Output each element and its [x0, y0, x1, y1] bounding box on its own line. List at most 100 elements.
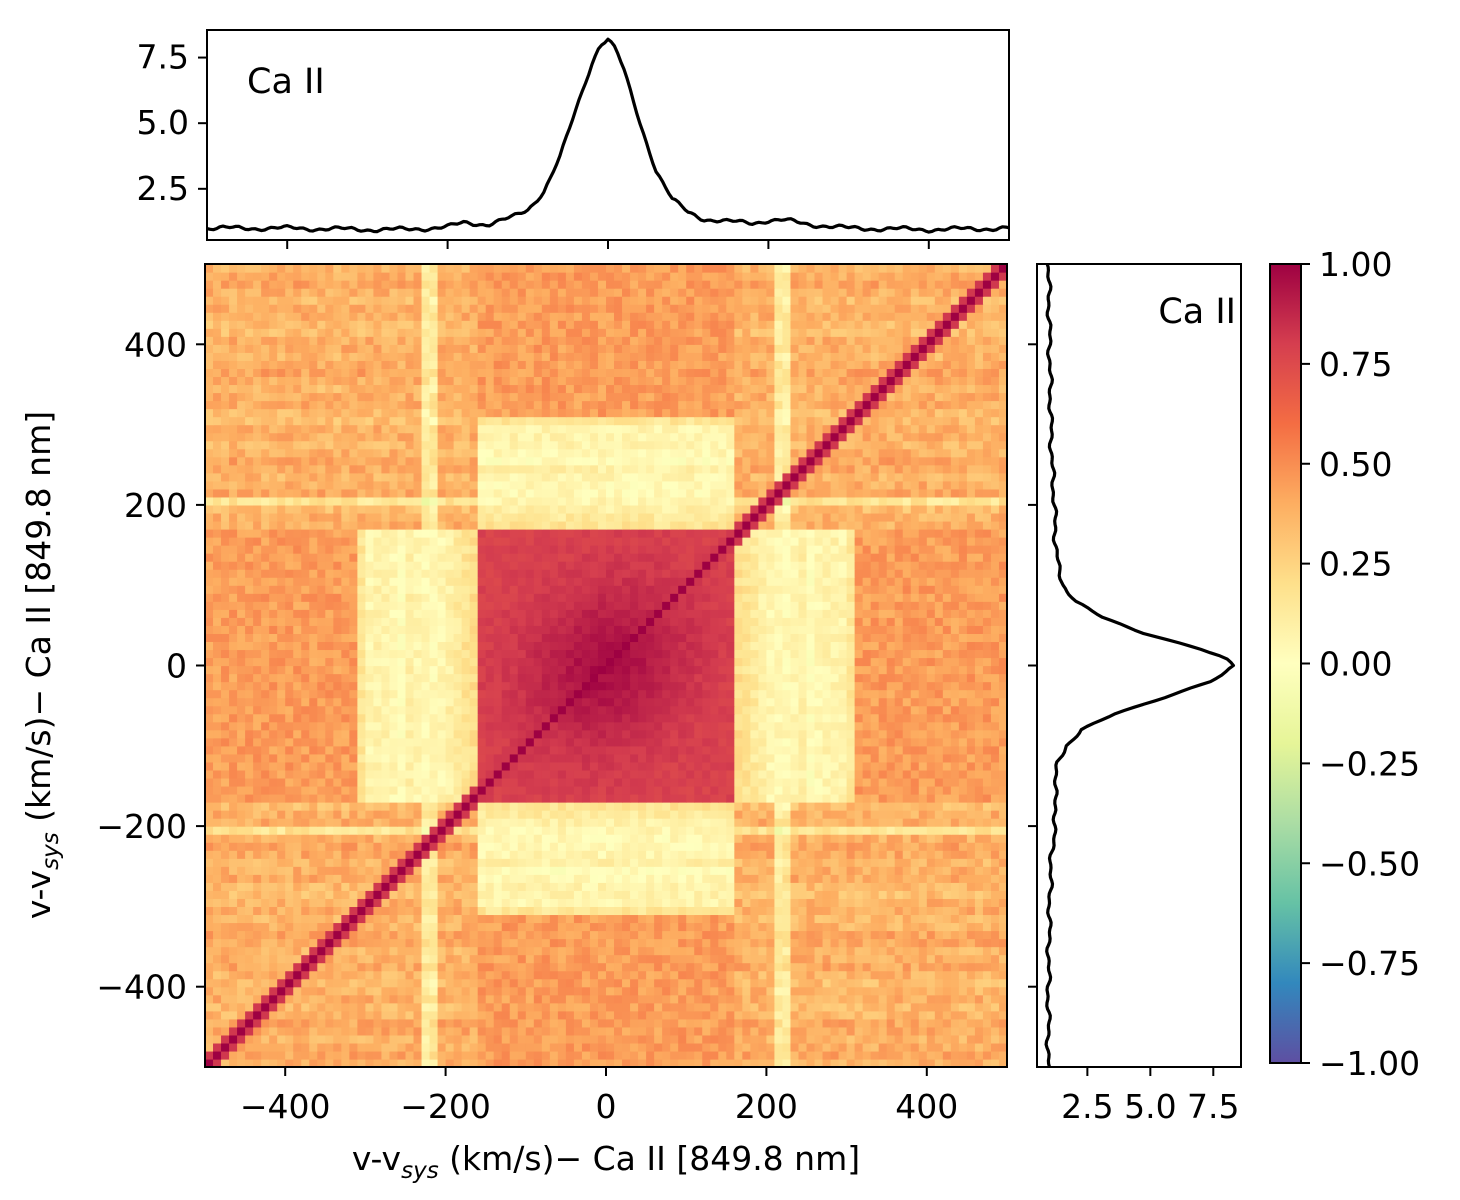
heatmap-cell: [389, 882, 399, 891]
heatmap-cell: [365, 713, 375, 723]
heatmap-cell: [397, 802, 407, 811]
heatmap-cell: [533, 954, 543, 964]
heatmap-cell: [758, 761, 767, 771]
heatmap-cell: [942, 1042, 952, 1052]
heatmap-cell: [950, 938, 960, 948]
heatmap-cell: [389, 834, 399, 843]
heatmap-cell: [830, 697, 840, 707]
heatmap-cell: [654, 753, 663, 763]
heatmap-cell: [974, 986, 984, 996]
heatmap-cell: [437, 954, 447, 964]
heatmap-cell: [493, 850, 503, 859]
heatmap-cell: [822, 874, 832, 883]
heatmap-cell: [766, 986, 776, 996]
heatmap-cell: [205, 721, 214, 731]
heatmap-cell: [934, 713, 944, 723]
heatmap-cell: [493, 930, 503, 940]
heatmap-cell: [341, 777, 350, 787]
heatmap-cell: [493, 962, 503, 972]
heatmap-cell: [646, 785, 655, 795]
heatmap-cell: [766, 1034, 776, 1044]
heatmap-cell: [630, 826, 639, 835]
heatmap-cell: [229, 946, 238, 956]
heatmap-cell: [958, 922, 968, 932]
heatmap-cell: [830, 737, 840, 747]
heatmap-cell: [982, 866, 992, 875]
heatmap-cell: [317, 802, 326, 811]
heatmap-cell: [958, 745, 968, 755]
heatmap-cell: [277, 834, 286, 843]
heatmap-cell: [229, 874, 238, 883]
heatmap-cell: [750, 721, 759, 731]
heatmap-cell: [838, 850, 848, 859]
heatmap-cell: [862, 1026, 872, 1036]
heatmap-cell: [597, 850, 607, 859]
heatmap-cell: [317, 1042, 326, 1052]
heatmap-cell: [349, 810, 358, 819]
heatmap-cell: [750, 1042, 759, 1052]
heatmap-cell: [541, 922, 551, 932]
heatmap-cell: [998, 1010, 1008, 1020]
heatmap-cell: [638, 1002, 647, 1012]
heatmap-cell: [541, 810, 551, 819]
heatmap-cell: [277, 938, 286, 948]
heatmap-cell: [381, 713, 391, 723]
heatmap-cell: [606, 866, 615, 875]
heatmap-cell: [982, 705, 992, 715]
heatmap-cell: [429, 938, 439, 948]
heatmap-cell: [325, 938, 334, 948]
heatmap-cell: [910, 689, 920, 699]
heatmap-cell: [926, 946, 936, 956]
heatmap-cell: [886, 962, 896, 972]
heatmap-cell: [846, 850, 856, 859]
heatmap-cell: [854, 842, 864, 851]
heatmap-cell: [822, 946, 832, 956]
heatmap-cell: [894, 1018, 904, 1028]
heatmap-cell: [942, 705, 952, 715]
heatmap-cell: [309, 777, 318, 787]
heatmap-cell: [750, 842, 759, 851]
heatmap-cell: [461, 882, 471, 891]
heatmap-cell: [622, 713, 631, 723]
heatmap-cell: [886, 1058, 896, 1068]
heatmap-cell: [990, 737, 1000, 747]
heatmap-cell: [325, 914, 334, 924]
heatmap-cell: [814, 866, 824, 875]
heatmap-cell: [694, 729, 703, 739]
heatmap-cell: [926, 793, 936, 803]
heatmap-cell: [926, 1026, 936, 1036]
heatmap-cell: [501, 874, 511, 883]
heatmap-cell: [766, 753, 776, 763]
heatmap-cell: [573, 898, 583, 907]
heatmap-cell: [541, 866, 551, 875]
heatmap-cell: [349, 689, 358, 699]
heatmap-cell: [998, 769, 1008, 779]
heatmap-cell: [269, 705, 278, 715]
heatmap-cell: [445, 673, 455, 683]
heatmap-cell: [581, 874, 591, 883]
heatmap-cell: [525, 1042, 535, 1052]
heatmap-cell: [525, 673, 535, 683]
heatmap-cell: [958, 769, 968, 779]
heatmap-cell: [718, 818, 727, 827]
heatmap-cell: [405, 777, 415, 787]
heatmap-cell: [830, 1002, 840, 1012]
heatmap-cell: [734, 745, 743, 755]
heatmap-cell: [389, 898, 399, 907]
heatmap-cell: [589, 914, 599, 924]
heatmap-cell: [926, 978, 936, 988]
heatmap-cell: [734, 1018, 743, 1028]
heatmap-cell: [734, 874, 743, 883]
heatmap-cell: [261, 882, 270, 891]
heatmap-cell: [910, 769, 920, 779]
heatmap-cell: [654, 986, 663, 996]
heatmap-cell: [229, 769, 238, 779]
heatmap-cell: [822, 914, 832, 924]
heatmap-cell: [846, 793, 856, 803]
heatmap-cell: [349, 978, 358, 988]
heatmap-cell: [846, 689, 856, 699]
heatmap-cell: [614, 922, 623, 932]
heatmap-cell: [525, 761, 535, 771]
heatmap-cell: [253, 777, 262, 787]
heatmap-cell: [573, 866, 583, 875]
